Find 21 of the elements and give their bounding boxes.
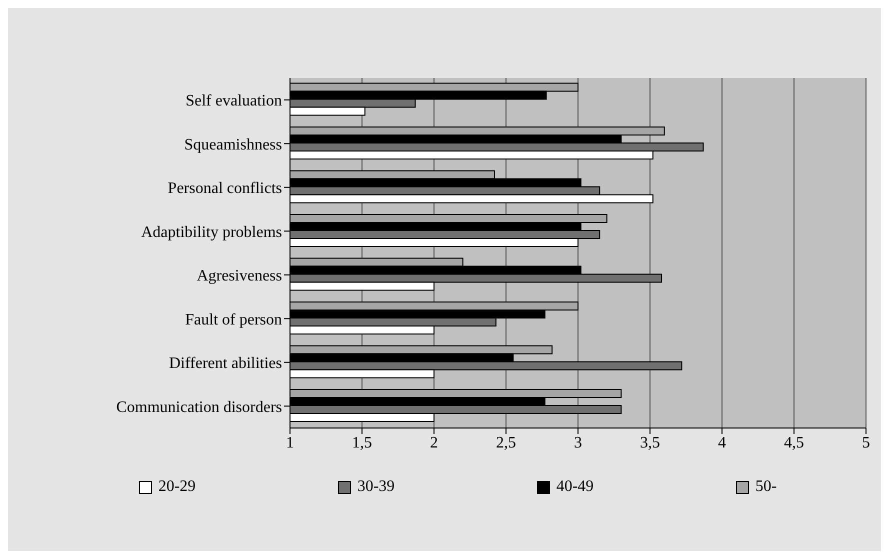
legend-label: 50-	[755, 478, 777, 496]
y-tick-label: Different abilities	[169, 355, 282, 372]
x-tick-label: 4	[718, 434, 726, 452]
x-tick-label: 2,5	[496, 434, 516, 452]
y-tick-label: Agresiveness	[196, 268, 282, 285]
x-tick-label: 4,5	[784, 434, 804, 452]
x-tick-label: 3	[574, 434, 582, 452]
y-tick-label: Communication disorders	[116, 398, 282, 416]
y-tick-label: Squeamishness	[184, 136, 282, 154]
y-tick-label: Adaptibility problems	[141, 224, 282, 241]
legend-label: 20-29	[158, 478, 196, 496]
y-tick-label: Personal conflicts	[168, 180, 282, 198]
y-tick-label: Fault of person	[185, 311, 282, 328]
x-tick-label: 2	[430, 434, 438, 452]
x-tick-label: 5	[862, 434, 870, 452]
legend-label: 30-39	[357, 478, 395, 496]
x-tick-label: 1	[286, 434, 294, 452]
x-tick-label: 1,5	[352, 434, 372, 452]
x-tick-label: 3,5	[640, 434, 660, 452]
legend-label: 40-49	[556, 478, 594, 496]
y-tick-label: Self evaluation	[186, 92, 282, 110]
